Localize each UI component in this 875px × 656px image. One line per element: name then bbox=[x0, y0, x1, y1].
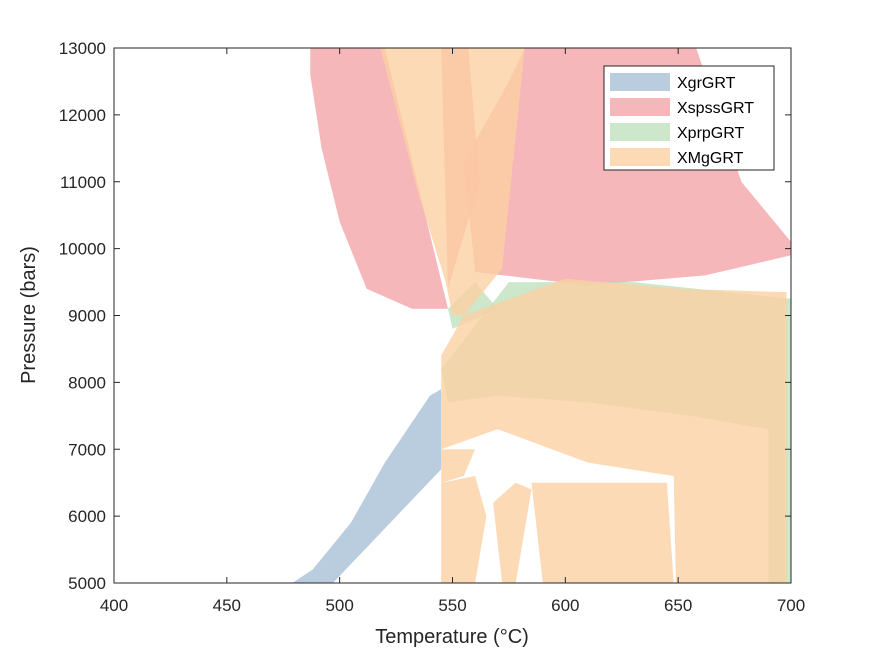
region-xmggrt-3 bbox=[441, 449, 476, 483]
region-xgrgrt-1 bbox=[292, 389, 442, 583]
region-xmggrt-2 bbox=[441, 278, 787, 583]
region-xmggrt-6 bbox=[531, 482, 674, 583]
legend-label-xmggrt: XMgGRT bbox=[677, 150, 744, 167]
legend-swatch-xspssgrt bbox=[610, 98, 670, 116]
x-axis: 400 450 500 550 600 650 700 bbox=[100, 48, 805, 615]
y-tick-label: 8000 bbox=[68, 373, 106, 392]
legend-swatch-xmggrt bbox=[610, 148, 670, 166]
x-tick-label: 700 bbox=[777, 596, 805, 615]
x-axis-label: Temperature (°C) bbox=[375, 626, 529, 648]
legend-swatch-xgrgrt bbox=[610, 73, 670, 91]
region-xmggrt-4 bbox=[441, 476, 487, 583]
y-tick-label: 10000 bbox=[59, 240, 106, 259]
x-tick-label: 400 bbox=[100, 596, 128, 615]
region-xprpgrt-2 bbox=[448, 282, 498, 329]
x-tick-label: 600 bbox=[551, 596, 579, 615]
x-tick-label: 450 bbox=[213, 596, 241, 615]
y-tick-label: 13000 bbox=[59, 39, 106, 58]
legend: XgrGRT XspssGRT XprpGRT XMgGRT bbox=[603, 65, 775, 171]
y-tick-label: 5000 bbox=[68, 574, 106, 593]
legend-label-xprpgrt: XprpGRT bbox=[677, 125, 745, 142]
legend-label-xgrgrt: XgrGRT bbox=[677, 75, 736, 92]
x-tick-label: 500 bbox=[325, 596, 353, 615]
y-tick-label: 6000 bbox=[68, 507, 106, 526]
y-tick-label: 12000 bbox=[59, 106, 106, 125]
x-tick-label: 650 bbox=[664, 596, 692, 615]
x-tick-label: 550 bbox=[438, 596, 466, 615]
legend-swatch-xprpgrt bbox=[610, 123, 670, 141]
region-xmggrt-1 bbox=[380, 48, 525, 316]
region-xmggrt-5 bbox=[493, 482, 532, 583]
legend-label-xspssgrt: XspssGRT bbox=[677, 100, 754, 117]
y-tick-label: 7000 bbox=[68, 440, 106, 459]
region-xspssgrt-1 bbox=[310, 48, 448, 309]
y-axis-label: Pressure (bars) bbox=[18, 246, 40, 384]
y-axis: 5000 6000 7000 8000 9000 10000 11000 12000 13000 bbox=[59, 39, 791, 593]
y-tick-label: 11000 bbox=[60, 173, 106, 192]
y-tick-label: 9000 bbox=[68, 307, 106, 326]
